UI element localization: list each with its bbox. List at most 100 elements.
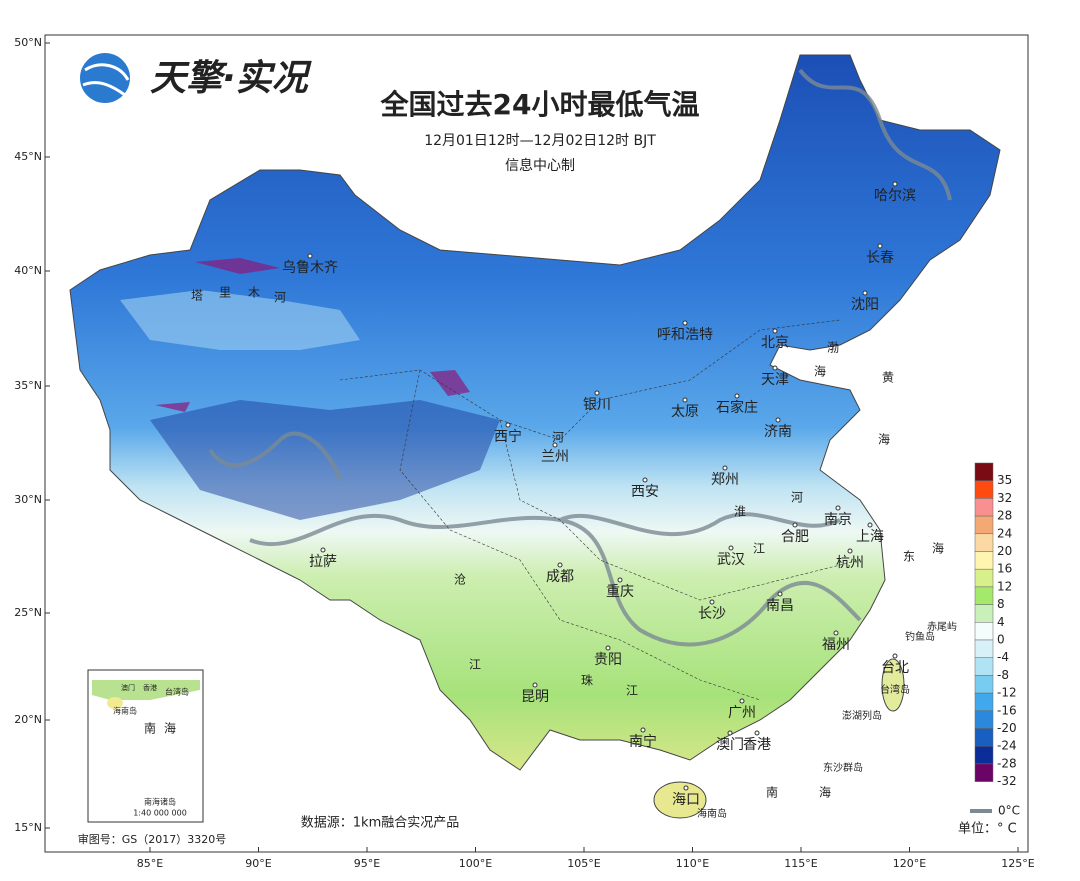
city-label: 贵阳 (594, 652, 622, 668)
water-label: 河 (274, 291, 286, 305)
city-label: 兰州 (541, 449, 569, 465)
water-label: 里 (219, 286, 231, 300)
city-dot (557, 562, 563, 568)
water-label: 东 (903, 550, 915, 564)
legend-swatch (974, 728, 994, 747)
city-label: 拉萨 (309, 554, 337, 570)
city-label: 武汉 (717, 552, 745, 568)
city-label: 台北 (881, 660, 909, 676)
legend-label: -20 (997, 721, 1017, 735)
city-dot (772, 365, 778, 371)
city-dot (833, 630, 839, 636)
water-label: 黄 (882, 371, 894, 385)
lat-label: 50°N (14, 36, 42, 49)
inset-label: 海 (164, 721, 176, 736)
city-dot (682, 397, 688, 403)
legend-swatch (974, 692, 994, 712)
city-label: 海口 (672, 792, 700, 808)
city-dot (505, 422, 511, 428)
legend-swatch (974, 533, 994, 552)
legend-swatch (974, 551, 994, 570)
city-label: 南京 (824, 512, 852, 528)
lon-label: 120°E (893, 857, 926, 870)
inset-land (92, 680, 200, 700)
island-label: 台湾岛 (880, 683, 910, 696)
city-dot (739, 698, 745, 704)
island-label: 钓鱼岛 (905, 630, 935, 643)
city-dot (862, 290, 868, 296)
lat-label: 30°N (14, 493, 42, 506)
city-label: 郑州 (711, 472, 739, 488)
legend-label: -28 (997, 756, 1017, 770)
inset-label: 澳门 (121, 683, 135, 692)
water-label: 海 (819, 785, 831, 800)
city-dot (892, 181, 898, 187)
island-label: 东沙群岛 (823, 761, 863, 774)
lon-label: 115°E (784, 857, 817, 870)
approval: 审图号：GS（2017）3320号 (78, 832, 227, 846)
legend-swatch (974, 763, 994, 782)
legend-swatch (974, 586, 994, 605)
city-label: 石家庄 (716, 399, 758, 416)
lon-label: 100°E (459, 857, 492, 870)
city-label: 合肥 (781, 529, 809, 545)
water-label: 南 (766, 785, 778, 800)
inset-label: 南 (144, 721, 156, 736)
inset-label: 南海诸岛 (144, 797, 176, 807)
city-dot (835, 505, 841, 511)
legend-label: -24 (997, 739, 1017, 753)
city-label: 澳门 (716, 737, 744, 753)
legend-label: 28 (997, 509, 1012, 523)
city-dot (320, 547, 326, 553)
legend-label: 0 (997, 633, 1005, 647)
city-label: 福州 (822, 637, 850, 653)
lat-label: 45°N (14, 150, 42, 163)
legend-swatch (974, 480, 994, 499)
lon-label: 90°E (245, 857, 271, 870)
city-label: 长春 (866, 250, 894, 266)
legend-contour-label: 0°C (998, 804, 1020, 818)
lat-label: 40°N (14, 264, 42, 277)
city-dot (682, 320, 688, 326)
city-dot (777, 591, 783, 597)
city-label: 北京 (761, 335, 789, 351)
legend-label: 20 (997, 544, 1012, 558)
legend-swatch (974, 568, 994, 588)
lat-label: 25°N (14, 606, 42, 619)
legend-label: -4 (997, 650, 1009, 664)
city-dot (867, 522, 873, 528)
city-dot (683, 785, 689, 791)
water-label: 淮 (734, 505, 746, 519)
legend-swatch (974, 675, 994, 694)
legend-swatch (974, 498, 994, 517)
city-dot (642, 477, 648, 483)
city-dot (792, 522, 798, 528)
legend-swatch (974, 515, 994, 535)
city-label: 南昌 (766, 598, 794, 614)
city-dot (532, 682, 538, 688)
legend-swatch (974, 745, 994, 765)
title: 全国过去24小时最低气温 (380, 88, 700, 121)
city-label: 沈阳 (851, 297, 879, 313)
legend-swatch (974, 462, 994, 481)
city-dot (734, 393, 740, 399)
city-dot (847, 548, 853, 554)
legend-swatch (974, 657, 994, 676)
source: 数据源：1km融合实况产品 (301, 816, 459, 831)
city-dot (307, 253, 313, 259)
legend-swatch (974, 639, 994, 658)
legend-label: 24 (997, 526, 1012, 540)
city-dot (727, 730, 733, 736)
legend-label: 8 (997, 597, 1005, 611)
water-label: 渤 (827, 341, 839, 355)
island-label: 海南岛 (697, 807, 727, 820)
lat-label: 35°N (14, 379, 42, 392)
legend-label: 12 (997, 579, 1012, 593)
inset (87, 669, 204, 823)
city-label: 济南 (764, 424, 792, 440)
city-dot (728, 545, 734, 551)
legend-swatch (974, 710, 994, 729)
city-dot (754, 730, 760, 736)
city-dot (594, 390, 600, 396)
lon-label: 105°E (567, 857, 600, 870)
